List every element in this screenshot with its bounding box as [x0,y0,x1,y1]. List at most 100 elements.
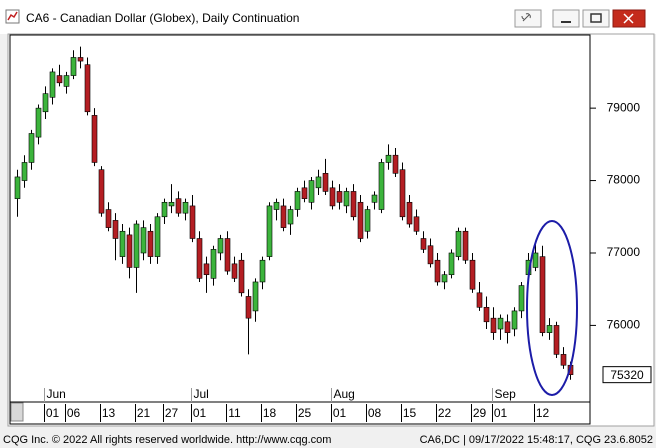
candle-body [77,57,84,62]
x-tick-label: 12 [536,406,550,420]
window-title: CA6 - Canadian Dollar (Globex), Daily Co… [26,11,299,25]
candle-body [140,227,147,254]
candle-body [546,325,553,333]
candle-body [518,285,525,312]
candle-body [427,245,434,265]
candle-body [497,317,504,330]
candle-body [35,107,42,138]
candle-body [105,209,112,228]
candle-body [315,176,322,189]
candle-body [483,307,490,323]
month-label: Jun [47,387,66,401]
month-label: Sep [495,387,517,401]
candle-body [21,162,28,181]
date-axis [9,401,591,425]
y-tick-label: 76000 [607,318,641,332]
candle-body [434,259,441,283]
candle-body [308,180,315,203]
x-tick-label: 25 [298,406,312,420]
minimize-button[interactable] [552,9,580,28]
candle-body [70,57,77,76]
candle-body [350,191,357,218]
candle-body [63,75,70,87]
candle-body [182,201,189,214]
candle-body [168,201,175,207]
status-bar [0,430,656,448]
x-tick-label: 08 [368,406,382,420]
x-tick-label: 21 [137,406,151,420]
candle-body [217,238,224,254]
candle-body [287,209,294,225]
window-icon [5,9,20,24]
candle-body [196,238,203,279]
candle-body [399,169,406,218]
candle-body [301,187,308,199]
candle-body [504,321,511,333]
candle-body [532,252,539,268]
link-icon [521,13,531,22]
candle-body [392,154,399,174]
x-tick-label: 29 [473,406,487,420]
candle-body [511,310,518,330]
candle-body [266,205,273,257]
scroll-thumb[interactable] [10,402,24,422]
candle-body [28,133,35,163]
candle-body [210,249,217,279]
highlight-ellipse [526,220,578,396]
x-tick-label: 01 [333,406,347,420]
candle-body [203,263,210,276]
x-tick-label: 22 [438,406,452,420]
candle-body [329,187,336,207]
month-label: Aug [334,387,355,401]
title-bar [0,0,656,34]
y-tick-label: 79000 [607,100,641,114]
status-info: CA6,DC | 09/17/2022 15:48:17, CQG 23.6.8… [420,434,653,446]
candle-body [385,154,392,163]
candle-body [14,176,21,199]
candle-body [476,292,483,308]
candle-body [455,230,462,257]
close-icon [623,13,634,24]
x-tick-label: 13 [102,406,116,420]
candle-body [91,115,98,163]
candle-body [420,238,427,250]
candle-body [147,230,154,257]
candle-body [322,173,329,192]
restore-icon [590,13,602,23]
candle-body [280,205,287,228]
candle-body [406,201,413,225]
candle-body [462,230,469,261]
candle-body [238,259,245,294]
candle-body [154,216,161,257]
candle-body [336,191,343,203]
candle-body [560,354,567,366]
link-button[interactable] [514,9,542,28]
x-tick-label: 01 [46,406,60,420]
candle-body [175,198,182,214]
candle-body [112,220,119,239]
candle-body [42,93,49,113]
candle-body [126,234,133,268]
x-tick-label: 11 [228,406,241,420]
candle-body [490,317,497,333]
candle-body [273,201,280,210]
candle-body [357,201,364,239]
candle-body [224,238,231,272]
y-tick-label: 77000 [607,245,641,259]
candle-body [56,75,63,84]
candle-body [539,256,546,333]
x-tick-label: 27 [165,406,179,420]
candle-body [378,162,385,210]
restore-button[interactable] [582,9,610,28]
y-tick-label: 78000 [607,173,641,187]
candle-body [553,325,560,355]
candle-body [231,263,238,279]
last-price-box [602,366,652,384]
x-tick-label: 15 [403,406,417,420]
candle-body [448,252,455,276]
candle-body [98,169,105,214]
candle-body [84,64,91,113]
